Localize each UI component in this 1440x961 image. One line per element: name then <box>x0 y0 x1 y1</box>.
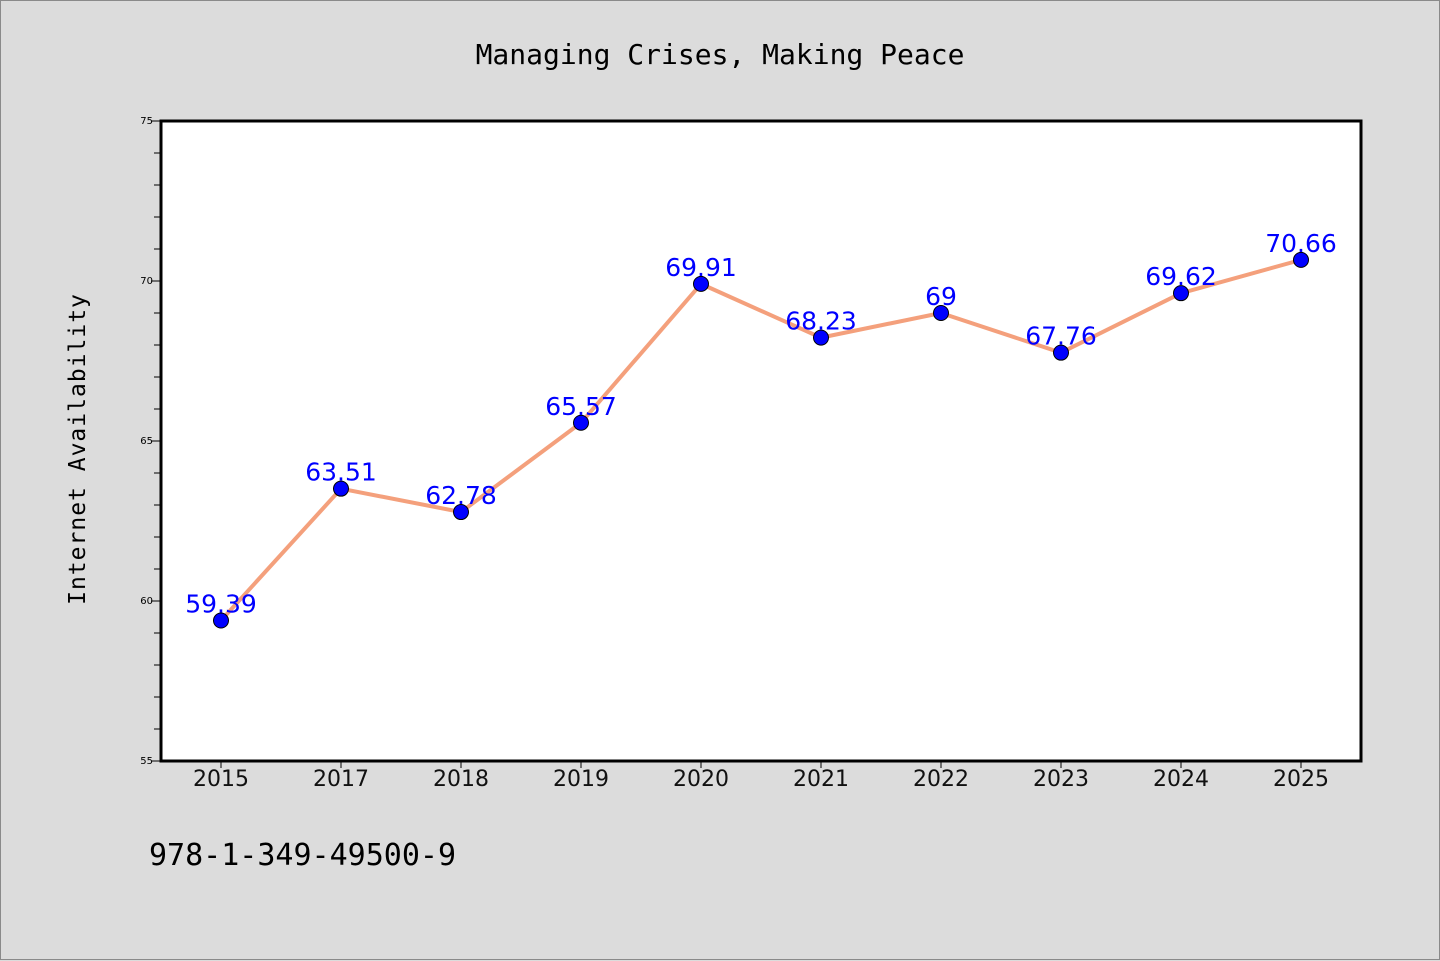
data-point <box>333 480 349 497</box>
x-tick-label: 2019 <box>553 767 609 792</box>
data-point <box>573 414 589 431</box>
series-line <box>219 257 1303 623</box>
data-label: 68.23 <box>785 307 857 336</box>
x-tick-label: 2024 <box>1153 767 1209 792</box>
x-tick-label: 2023 <box>1033 767 1089 792</box>
data-point <box>453 504 469 521</box>
x-tick-label: 2025 <box>1273 767 1329 792</box>
x-tick-label: 2022 <box>913 767 969 792</box>
y-tick-label: 75 <box>140 116 153 127</box>
chart-title: Managing Crises, Making Peace <box>476 38 965 71</box>
y-tick-label: 70 <box>140 276 153 287</box>
data-label: 62.78 <box>425 481 497 510</box>
x-tick-label: 2015 <box>193 767 249 792</box>
x-tick-label: 2018 <box>433 767 489 792</box>
data-point <box>1053 344 1069 361</box>
data-point <box>1173 285 1189 302</box>
data-label: 63.51 <box>305 458 377 487</box>
data-label: 69 <box>925 282 957 311</box>
data-label: 70.66 <box>1265 229 1337 258</box>
data-point <box>933 305 949 321</box>
footer-isbn: 978-1-349-49500-9 <box>149 838 456 873</box>
series-layer: 59.39 63.51 62.78 65.57 69.91 68.23 69 67.76 69.… <box>185 229 1337 629</box>
data-label: 59.39 <box>185 590 257 619</box>
y-axis-label: Internet Availability <box>65 293 91 605</box>
x-tick-label: 2021 <box>793 767 849 792</box>
data-label: 69.62 <box>1145 262 1217 291</box>
data-point <box>813 329 829 346</box>
y-tick-label: 65 <box>140 436 153 447</box>
data-point <box>213 612 229 629</box>
y-tick-label: 55 <box>140 756 153 767</box>
y-tick-label: 60 <box>140 596 153 607</box>
data-label: 67.76 <box>1025 322 1097 351</box>
x-axis: 2015 2017 2018 2019 2020 2021 2022 2023 2024 2025 <box>193 761 1329 792</box>
data-label: 65.57 <box>545 392 617 421</box>
x-tick-label: 2020 <box>673 767 729 792</box>
data-point <box>693 275 709 292</box>
plot-area <box>159 119 1363 763</box>
y-axis: 55 60 65 70 75 <box>140 116 161 767</box>
data-label: 69.91 <box>665 253 737 282</box>
x-tick-label: 2017 <box>313 767 369 792</box>
data-point <box>1293 251 1309 268</box>
